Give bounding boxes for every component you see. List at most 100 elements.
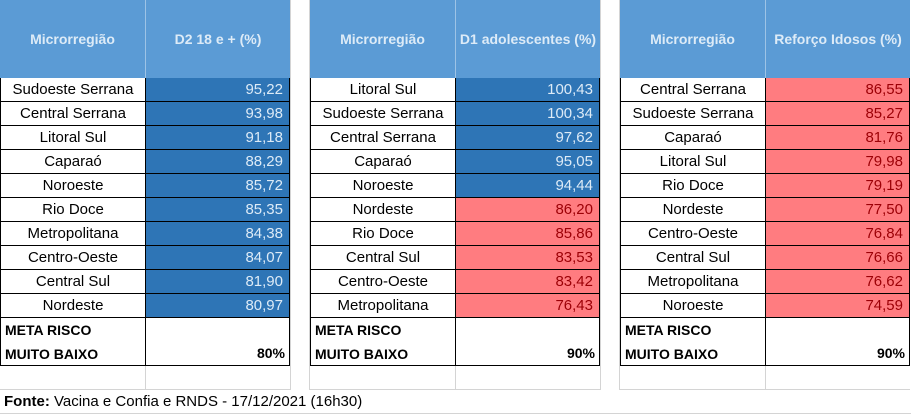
value-cell: 93,98 xyxy=(146,102,290,125)
region-cell: Nordeste xyxy=(310,198,456,221)
region-cell: Litoral Sul xyxy=(620,150,766,173)
region-cell: Caparaó xyxy=(620,126,766,149)
footer-text: Vacina e Confia e RNDS - 17/12/2021 (16h… xyxy=(49,393,363,410)
region-cell: Litoral Sul xyxy=(0,126,146,149)
vaccination-table: Microrregião D1 adolescentes (%) Litoral… xyxy=(310,0,600,390)
table-row: Litoral Sul 100,43 xyxy=(310,78,600,102)
value-cell: 77,50 xyxy=(766,198,910,221)
table-row: Litoral Sul 79,98 xyxy=(620,150,910,174)
region-cell: Nordeste xyxy=(0,294,146,317)
table-row: Noroeste 94,44 xyxy=(310,174,600,198)
table-row: Central Sul 83,53 xyxy=(310,246,600,270)
header-region: Microrregião xyxy=(620,0,766,78)
table-row: Noroeste 85,72 xyxy=(0,174,290,198)
goal-label-line: MUITO BAIXO xyxy=(315,346,409,362)
goal-label-line: META RISCO xyxy=(625,322,712,338)
table-row: Central Sul 81,90 xyxy=(0,270,290,294)
value-cell: 76,62 xyxy=(766,270,910,293)
table-row: Central Serrana 93,98 xyxy=(0,102,290,126)
table-header: Microrregião D2 18 e + (%) xyxy=(0,0,290,78)
empty-row xyxy=(310,366,600,390)
region-cell: Nordeste xyxy=(620,198,766,221)
value-cell: 74,59 xyxy=(766,294,910,317)
table-row: Metropolitana 76,62 xyxy=(620,270,910,294)
region-cell: Centro-Oeste xyxy=(310,270,456,293)
value-cell: 94,44 xyxy=(456,174,600,197)
value-cell: 76,43 xyxy=(456,294,600,317)
goal-row: META RISCO MUITO BAIXO 90% xyxy=(620,318,910,366)
table-row: Centro-Oeste 84,07 xyxy=(0,246,290,270)
footer-label: Fonte: xyxy=(4,393,50,410)
empty-row xyxy=(0,366,290,390)
value-cell: 80,97 xyxy=(146,294,290,317)
region-cell: Centro-Oeste xyxy=(620,222,766,245)
table-row: Nordeste 86,20 xyxy=(310,198,600,222)
region-cell: Centro-Oeste xyxy=(0,246,146,269)
value-cell: 85,72 xyxy=(146,174,290,197)
value-cell: 83,53 xyxy=(456,246,600,269)
region-cell: Caparaó xyxy=(0,150,146,173)
goal-label-line: META RISCO xyxy=(315,322,402,338)
table-row: Central Sul 76,66 xyxy=(620,246,910,270)
goal-value: 90% xyxy=(766,318,910,365)
goal-label-line: META RISCO xyxy=(5,322,92,338)
region-cell: Central Serrana xyxy=(620,78,766,101)
table-row: Sudoeste Serrana 85,27 xyxy=(620,102,910,126)
header-metric: D2 18 e + (%) xyxy=(174,31,262,47)
table-row: Noroeste 74,59 xyxy=(620,294,910,318)
region-cell: Caparaó xyxy=(310,150,456,173)
value-cell: 81,90 xyxy=(146,270,290,293)
vaccination-table: Microrregião D2 18 e + (%) Sudoeste Serr… xyxy=(0,0,290,390)
table-row: Central Serrana 97,62 xyxy=(310,126,600,150)
value-cell: 84,07 xyxy=(146,246,290,269)
region-cell: Litoral Sul xyxy=(310,78,456,101)
region-cell: Noroeste xyxy=(310,174,456,197)
vaccination-table: Microrregião Reforço Idosos (%) Central … xyxy=(620,0,910,390)
table-row: Rio Doce 79,19 xyxy=(620,174,910,198)
value-cell: 84,38 xyxy=(146,222,290,245)
region-cell: Sudoeste Serrana xyxy=(310,102,456,125)
table-row: Nordeste 80,97 xyxy=(0,294,290,318)
region-cell: Noroeste xyxy=(620,294,766,317)
value-cell: 79,98 xyxy=(766,150,910,173)
region-cell: Metropolitana xyxy=(310,294,456,317)
table-row: Metropolitana 84,38 xyxy=(0,222,290,246)
region-cell: Central Sul xyxy=(310,246,456,269)
goal-row: META RISCO MUITO BAIXO 90% xyxy=(310,318,600,366)
empty-row xyxy=(620,366,910,390)
value-cell: 95,05 xyxy=(456,150,600,173)
goal-row: META RISCO MUITO BAIXO 80% xyxy=(0,318,290,366)
header-metric: D1 adolescentes (%) xyxy=(459,31,597,47)
value-cell: 86,55 xyxy=(766,78,910,101)
region-cell: Noroeste xyxy=(0,174,146,197)
value-cell: 85,27 xyxy=(766,102,910,125)
table-row: Rio Doce 85,35 xyxy=(0,198,290,222)
value-cell: 86,20 xyxy=(456,198,600,221)
goal-label: META RISCO MUITO BAIXO xyxy=(620,318,766,365)
region-cell: Central Sul xyxy=(0,270,146,293)
goal-value: 80% xyxy=(146,318,290,365)
goal-label: META RISCO MUITO BAIXO xyxy=(310,318,456,365)
region-cell: Metropolitana xyxy=(620,270,766,293)
table-row: Caparaó 88,29 xyxy=(0,150,290,174)
table-row: Central Serrana 86,55 xyxy=(620,78,910,102)
value-cell: 76,66 xyxy=(766,246,910,269)
table-row: Nordeste 77,50 xyxy=(620,198,910,222)
goal-value: 90% xyxy=(456,318,600,365)
table-row: Sudoeste Serrana 100,34 xyxy=(310,102,600,126)
table-header: Microrregião D1 adolescentes (%) xyxy=(310,0,600,78)
table-row: Metropolitana 76,43 xyxy=(310,294,600,318)
region-cell: Sudoeste Serrana xyxy=(620,102,766,125)
table-row: Litoral Sul 91,18 xyxy=(0,126,290,150)
region-cell: Rio Doce xyxy=(310,222,456,245)
region-cell: Sudoeste Serrana xyxy=(0,78,146,101)
value-cell: 85,35 xyxy=(146,198,290,221)
value-cell: 95,22 xyxy=(146,78,290,101)
table-row: Caparaó 95,05 xyxy=(310,150,600,174)
table-row: Caparaó 81,76 xyxy=(620,126,910,150)
header-metric: Reforço Idosos (%) xyxy=(774,31,902,47)
goal-label: META RISCO MUITO BAIXO xyxy=(0,318,146,365)
value-cell: 83,42 xyxy=(456,270,600,293)
table-header: Microrregião Reforço Idosos (%) xyxy=(620,0,910,78)
value-cell: 97,62 xyxy=(456,126,600,149)
